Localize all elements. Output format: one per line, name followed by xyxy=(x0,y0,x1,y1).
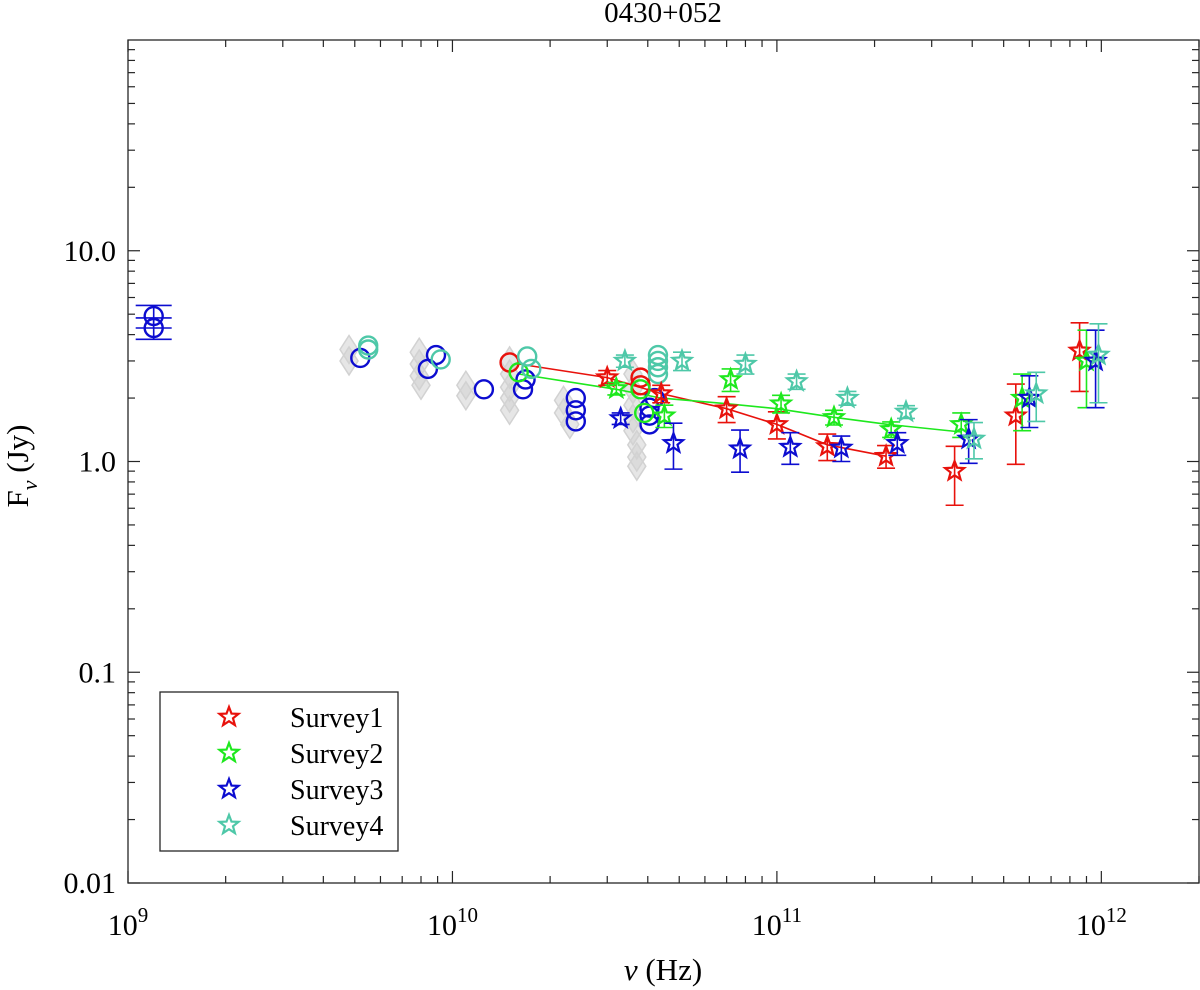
data-point-star-Survey2 xyxy=(603,375,629,400)
data-point-star-Survey1 xyxy=(648,380,674,405)
data-point-diamond xyxy=(339,345,359,377)
legend-marker-Survey3 xyxy=(216,775,242,800)
data-point-star-Survey4 xyxy=(784,368,810,393)
legend-label-Survey4: Survey4 xyxy=(290,811,383,842)
x-tick-label: 1011 xyxy=(752,903,802,942)
y-axis-subscript: ν xyxy=(17,480,42,490)
plot-marks xyxy=(135,304,1111,507)
data-point-star-Survey1 xyxy=(942,457,968,482)
legend-label-Survey2: Survey2 xyxy=(290,739,383,770)
data-point-circle xyxy=(473,379,495,400)
legend-marker-Survey2 xyxy=(216,739,242,764)
data-point-circle xyxy=(630,379,651,400)
data-point-circle xyxy=(647,357,669,378)
data-point-star-Survey4 xyxy=(834,384,861,409)
data-point-star-Survey1 xyxy=(814,433,840,457)
legend-label-Survey1: Survey1 xyxy=(290,703,383,734)
data-point-circle xyxy=(425,344,447,366)
data-point-star-Survey3 xyxy=(828,434,854,459)
y-axis-symbol: F xyxy=(0,490,35,507)
data-point-diamond xyxy=(455,380,476,412)
data-point-star-Survey3 xyxy=(777,433,803,458)
x-tick-label-exponent: 11 xyxy=(782,903,802,927)
data-point-circle xyxy=(634,402,655,424)
data-point-circle xyxy=(430,349,451,370)
y-axis-label: Fν (Jy) xyxy=(0,425,42,508)
data-point-circle xyxy=(565,411,587,432)
x-tick-label: 1012 xyxy=(1076,903,1127,942)
data-point-circle xyxy=(565,387,587,409)
legend-marker-Survey1 xyxy=(216,703,242,728)
x-axis-unit: (Hz) xyxy=(645,952,702,987)
chart-title: 0430+052 xyxy=(604,0,722,29)
series-line-Survey2 xyxy=(518,373,962,433)
data-point-star-Survey2 xyxy=(821,404,847,428)
data-point-star-Survey1 xyxy=(714,395,740,420)
legend-marker-Survey4 xyxy=(216,811,242,836)
x-tick-label-exponent: 10 xyxy=(457,903,478,927)
data-point-circle xyxy=(508,362,529,383)
data-point-star-Survey4 xyxy=(1086,341,1111,366)
x-tick-label-base: 10 xyxy=(108,909,138,942)
data-point-circle xyxy=(515,369,536,390)
data-point-diamond xyxy=(499,394,520,426)
data-point-circle xyxy=(639,397,660,418)
data-point-star-Survey2 xyxy=(878,416,904,441)
data-point-circle xyxy=(517,346,538,367)
legend: Survey1 Survey2 Survey3 Survey4 xyxy=(159,691,399,852)
data-point-star-Survey4 xyxy=(961,425,987,450)
x-axis-label: ν (Hz) xyxy=(624,952,702,987)
data-point-star-Survey3 xyxy=(727,435,753,460)
legend-box xyxy=(159,691,399,852)
data-point-circle xyxy=(565,400,587,421)
x-tick-label-base: 10 xyxy=(427,909,457,942)
x-tick-label-exponent: 9 xyxy=(138,903,149,927)
data-point-star-Survey1 xyxy=(1003,402,1029,427)
x-tick-label: 109 xyxy=(108,903,149,942)
data-point-star-Survey2 xyxy=(718,366,744,391)
data-point-star-Survey4 xyxy=(669,347,695,372)
y-tick-label: 0.1 xyxy=(79,656,117,689)
x-tick-label-base: 10 xyxy=(752,909,782,942)
data-point-star-Survey4 xyxy=(893,398,919,423)
legend-label-Survey3: Survey3 xyxy=(290,775,383,806)
data-point-star-Survey3 xyxy=(608,405,634,430)
data-point-star-Survey2 xyxy=(651,402,677,427)
x-tick-label-exponent: 12 xyxy=(1106,903,1127,927)
y-axis-unit: (Jy) xyxy=(0,425,35,481)
data-point-circle xyxy=(647,363,669,385)
data-point-star-Survey1 xyxy=(764,411,790,436)
data-point-star-Survey4 xyxy=(1023,380,1049,405)
x-axis-symbol: ν xyxy=(624,952,638,987)
x-tick-label: 1010 xyxy=(427,903,478,942)
y-tick-label: 0.01 xyxy=(64,867,117,900)
data-point-star-Survey1 xyxy=(594,364,620,389)
data-point-circle xyxy=(358,339,379,360)
data-point-circle xyxy=(143,317,164,339)
data-point-star-Survey3 xyxy=(884,430,910,454)
data-point-star-Survey4 xyxy=(732,350,759,375)
data-point-star-Survey4 xyxy=(612,347,638,372)
data-point-circle xyxy=(521,358,542,380)
x-tick-label-base: 10 xyxy=(1076,909,1106,942)
y-tick-label: 1.0 xyxy=(79,446,117,479)
data-point-diamond xyxy=(626,450,647,482)
data-point-star-Survey1 xyxy=(873,443,899,467)
y-tick-label: 10.0 xyxy=(64,235,117,268)
data-point-star-Survey3 xyxy=(661,430,686,454)
data-point-star-Survey2 xyxy=(768,390,794,415)
data-point-circle xyxy=(647,350,669,372)
